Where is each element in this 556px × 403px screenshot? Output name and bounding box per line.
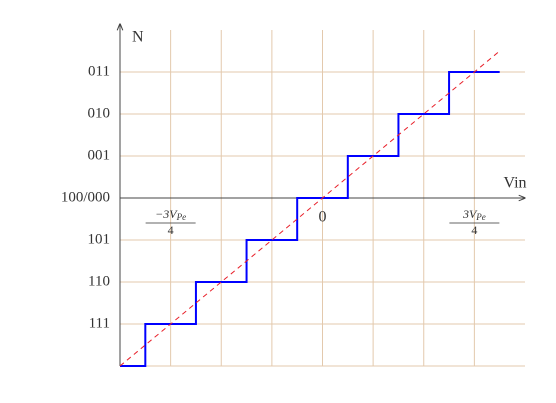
fraction-numerator: 3VPe — [462, 207, 486, 222]
y-tick-label: 010 — [88, 105, 111, 121]
numerator: 3V — [462, 207, 478, 221]
y-tick-label: 100/000 — [61, 189, 110, 205]
ideal-line — [119, 50, 501, 367]
numerator: −3V — [155, 207, 178, 221]
fraction-denominator: 4 — [471, 223, 477, 237]
y-tick-label: 001 — [88, 147, 111, 163]
x-tick-label: 0 — [319, 209, 327, 226]
subscript: Pe — [475, 212, 486, 222]
y-tick-label: 110 — [88, 273, 110, 289]
fraction-numerator: −3VPe — [155, 207, 186, 222]
y-tick-label: 111 — [89, 315, 110, 331]
y-tick-label: 101 — [88, 231, 111, 247]
y-tick-label: 011 — [88, 63, 110, 79]
x-axis-label: Vin — [503, 175, 526, 192]
fraction-denominator: 4 — [168, 223, 174, 237]
y-axis-label: N — [132, 29, 144, 46]
subscript: Pe — [176, 212, 187, 222]
